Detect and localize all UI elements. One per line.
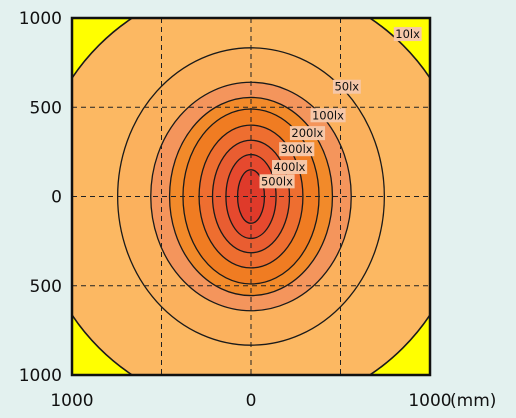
contour-label: 50lx — [332, 79, 361, 94]
contour-label-bg — [259, 174, 295, 189]
y-tick-label: 0 — [51, 188, 62, 208]
contour-label-text: 10lx — [395, 27, 420, 41]
contour-label-text: 500lx — [261, 174, 293, 188]
y-tick-label: 500 — [30, 277, 62, 297]
contour-label: 100lx — [310, 108, 346, 123]
x-unit-label: (mm) — [450, 391, 496, 411]
y-tick-label: 500 — [30, 98, 62, 118]
contour-label-bg — [279, 142, 315, 157]
contour-label-text: 100lx — [312, 108, 344, 122]
contour-label-bg — [310, 108, 346, 123]
grid-lines — [72, 18, 430, 375]
contour-label: 400lx — [272, 160, 308, 175]
contour-label: 200lx — [289, 126, 326, 141]
y-tick-label: 1000 — [19, 9, 62, 29]
x-tick-label: 0 — [246, 391, 257, 411]
contour-label-text: 200lx — [291, 126, 323, 140]
contour-label-bg — [272, 160, 308, 175]
contour-label: 10lx — [393, 27, 422, 42]
contour-label-bg — [289, 126, 326, 141]
contour-label-text: 300lx — [281, 142, 313, 156]
contour-label-bg — [393, 27, 422, 42]
y-tick-label: 1000 — [19, 366, 62, 386]
x-tick-label: 1000 — [408, 391, 451, 411]
contour-label-bg — [332, 79, 361, 94]
axis-ticks: 1000 500 0 500 1000 1000 0 1000 — [19, 9, 452, 411]
x-tick-label: 1000 — [50, 391, 93, 411]
contour-label: 300lx — [279, 142, 315, 157]
contour-label-text: 50lx — [334, 80, 359, 94]
contour-label: 500lx — [259, 174, 295, 189]
plot-area — [72, 18, 430, 375]
plot-frame — [70, 16, 432, 377]
contour-label-text: 400lx — [274, 160, 306, 174]
